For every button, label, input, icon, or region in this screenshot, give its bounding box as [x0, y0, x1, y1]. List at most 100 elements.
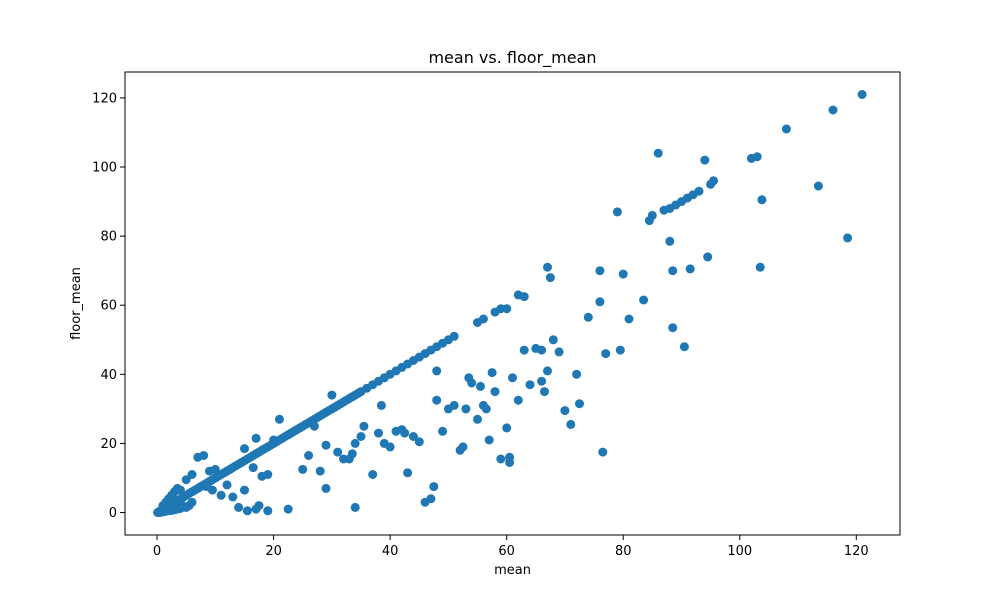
- data-point: [254, 501, 264, 511]
- data-point: [350, 502, 360, 512]
- data-points: [153, 90, 867, 517]
- data-point: [426, 494, 436, 504]
- data-point: [432, 395, 442, 405]
- data-point: [618, 269, 628, 279]
- data-point: [438, 426, 448, 436]
- data-point: [709, 176, 718, 186]
- data-point: [240, 485, 249, 495]
- data-point: [210, 464, 220, 474]
- data-point: [298, 464, 308, 474]
- data-point: [432, 366, 442, 376]
- data-point: [639, 295, 649, 305]
- data-point: [228, 492, 238, 502]
- data-point: [240, 444, 249, 454]
- data-point: [668, 266, 678, 276]
- x-tick-label: 20: [265, 544, 282, 559]
- data-point: [843, 233, 853, 243]
- data-point: [490, 387, 500, 397]
- data-point: [694, 186, 704, 196]
- x-tick-label: 120: [844, 544, 869, 559]
- data-point: [560, 406, 570, 416]
- y-tick-label: 60: [100, 299, 117, 314]
- data-point: [647, 210, 657, 220]
- data-point: [857, 90, 867, 99]
- data-point: [461, 404, 471, 414]
- data-point: [595, 266, 605, 276]
- data-point: [263, 506, 273, 516]
- data-point: [508, 373, 517, 383]
- y-tick-label: 100: [92, 161, 117, 176]
- y-axis-ticks: 0 20 40 60 80 100 120: [92, 91, 125, 521]
- data-point: [458, 442, 468, 452]
- plot-frame: [124, 71, 901, 536]
- y-tick-label: 40: [100, 368, 117, 383]
- data-point: [513, 395, 523, 405]
- data-point: [566, 419, 576, 429]
- plot-area: [124, 71, 901, 536]
- data-point: [327, 390, 337, 400]
- data-point: [755, 262, 765, 272]
- data-point: [274, 414, 284, 424]
- data-point: [359, 421, 369, 431]
- data-point: [519, 292, 529, 302]
- data-point: [473, 414, 482, 424]
- data-point: [263, 470, 273, 479]
- data-point: [376, 400, 386, 410]
- x-axis-ticks: 0 20 40 60 80 100 120: [153, 535, 869, 559]
- data-point: [487, 368, 497, 378]
- data-point: [309, 421, 319, 431]
- data-point: [476, 381, 485, 391]
- data-point: [315, 466, 325, 476]
- data-point: [540, 387, 549, 397]
- data-point: [679, 342, 689, 352]
- data-point: [481, 404, 491, 414]
- data-point: [467, 378, 477, 388]
- data-point: [543, 366, 552, 376]
- data-point: [752, 152, 762, 162]
- data-point: [828, 105, 838, 115]
- data-point: [545, 273, 555, 283]
- data-point: [187, 470, 197, 479]
- data-point: [181, 475, 191, 485]
- data-point: [601, 349, 611, 359]
- chart-title: mean vs. floor_mean: [428, 48, 596, 68]
- data-point: [356, 432, 366, 441]
- data-point: [385, 442, 395, 452]
- data-point: [781, 124, 791, 134]
- data-point: [572, 369, 582, 379]
- data-point: [519, 345, 529, 355]
- data-point: [525, 380, 535, 390]
- data-point: [333, 447, 343, 457]
- data-point: [408, 432, 418, 441]
- data-point: [757, 195, 767, 205]
- data-point: [502, 304, 512, 314]
- data-point: [615, 345, 625, 355]
- data-point: [554, 347, 564, 357]
- data-point: [429, 482, 439, 492]
- data-point: [216, 490, 226, 500]
- x-tick-label: 0: [153, 544, 161, 559]
- data-point: [234, 502, 244, 512]
- data-point: [668, 323, 678, 333]
- data-point: [403, 468, 413, 478]
- data-point: [175, 485, 185, 495]
- data-point: [374, 428, 383, 438]
- x-tick-label: 80: [615, 544, 632, 559]
- data-point: [478, 314, 488, 324]
- y-axis-label: floor_mean: [69, 267, 84, 340]
- data-point: [248, 463, 258, 473]
- data-point: [178, 501, 188, 511]
- y-tick-label: 0: [109, 506, 117, 521]
- data-point: [304, 451, 314, 460]
- data-point: [700, 155, 710, 165]
- data-point: [199, 451, 209, 460]
- x-tick-label: 60: [498, 544, 515, 559]
- x-axis-label: mean: [494, 563, 531, 578]
- data-point: [222, 480, 232, 490]
- data-point: [283, 504, 293, 514]
- data-point: [400, 428, 410, 438]
- data-point: [350, 438, 360, 448]
- data-point: [484, 435, 494, 445]
- data-point: [449, 331, 459, 341]
